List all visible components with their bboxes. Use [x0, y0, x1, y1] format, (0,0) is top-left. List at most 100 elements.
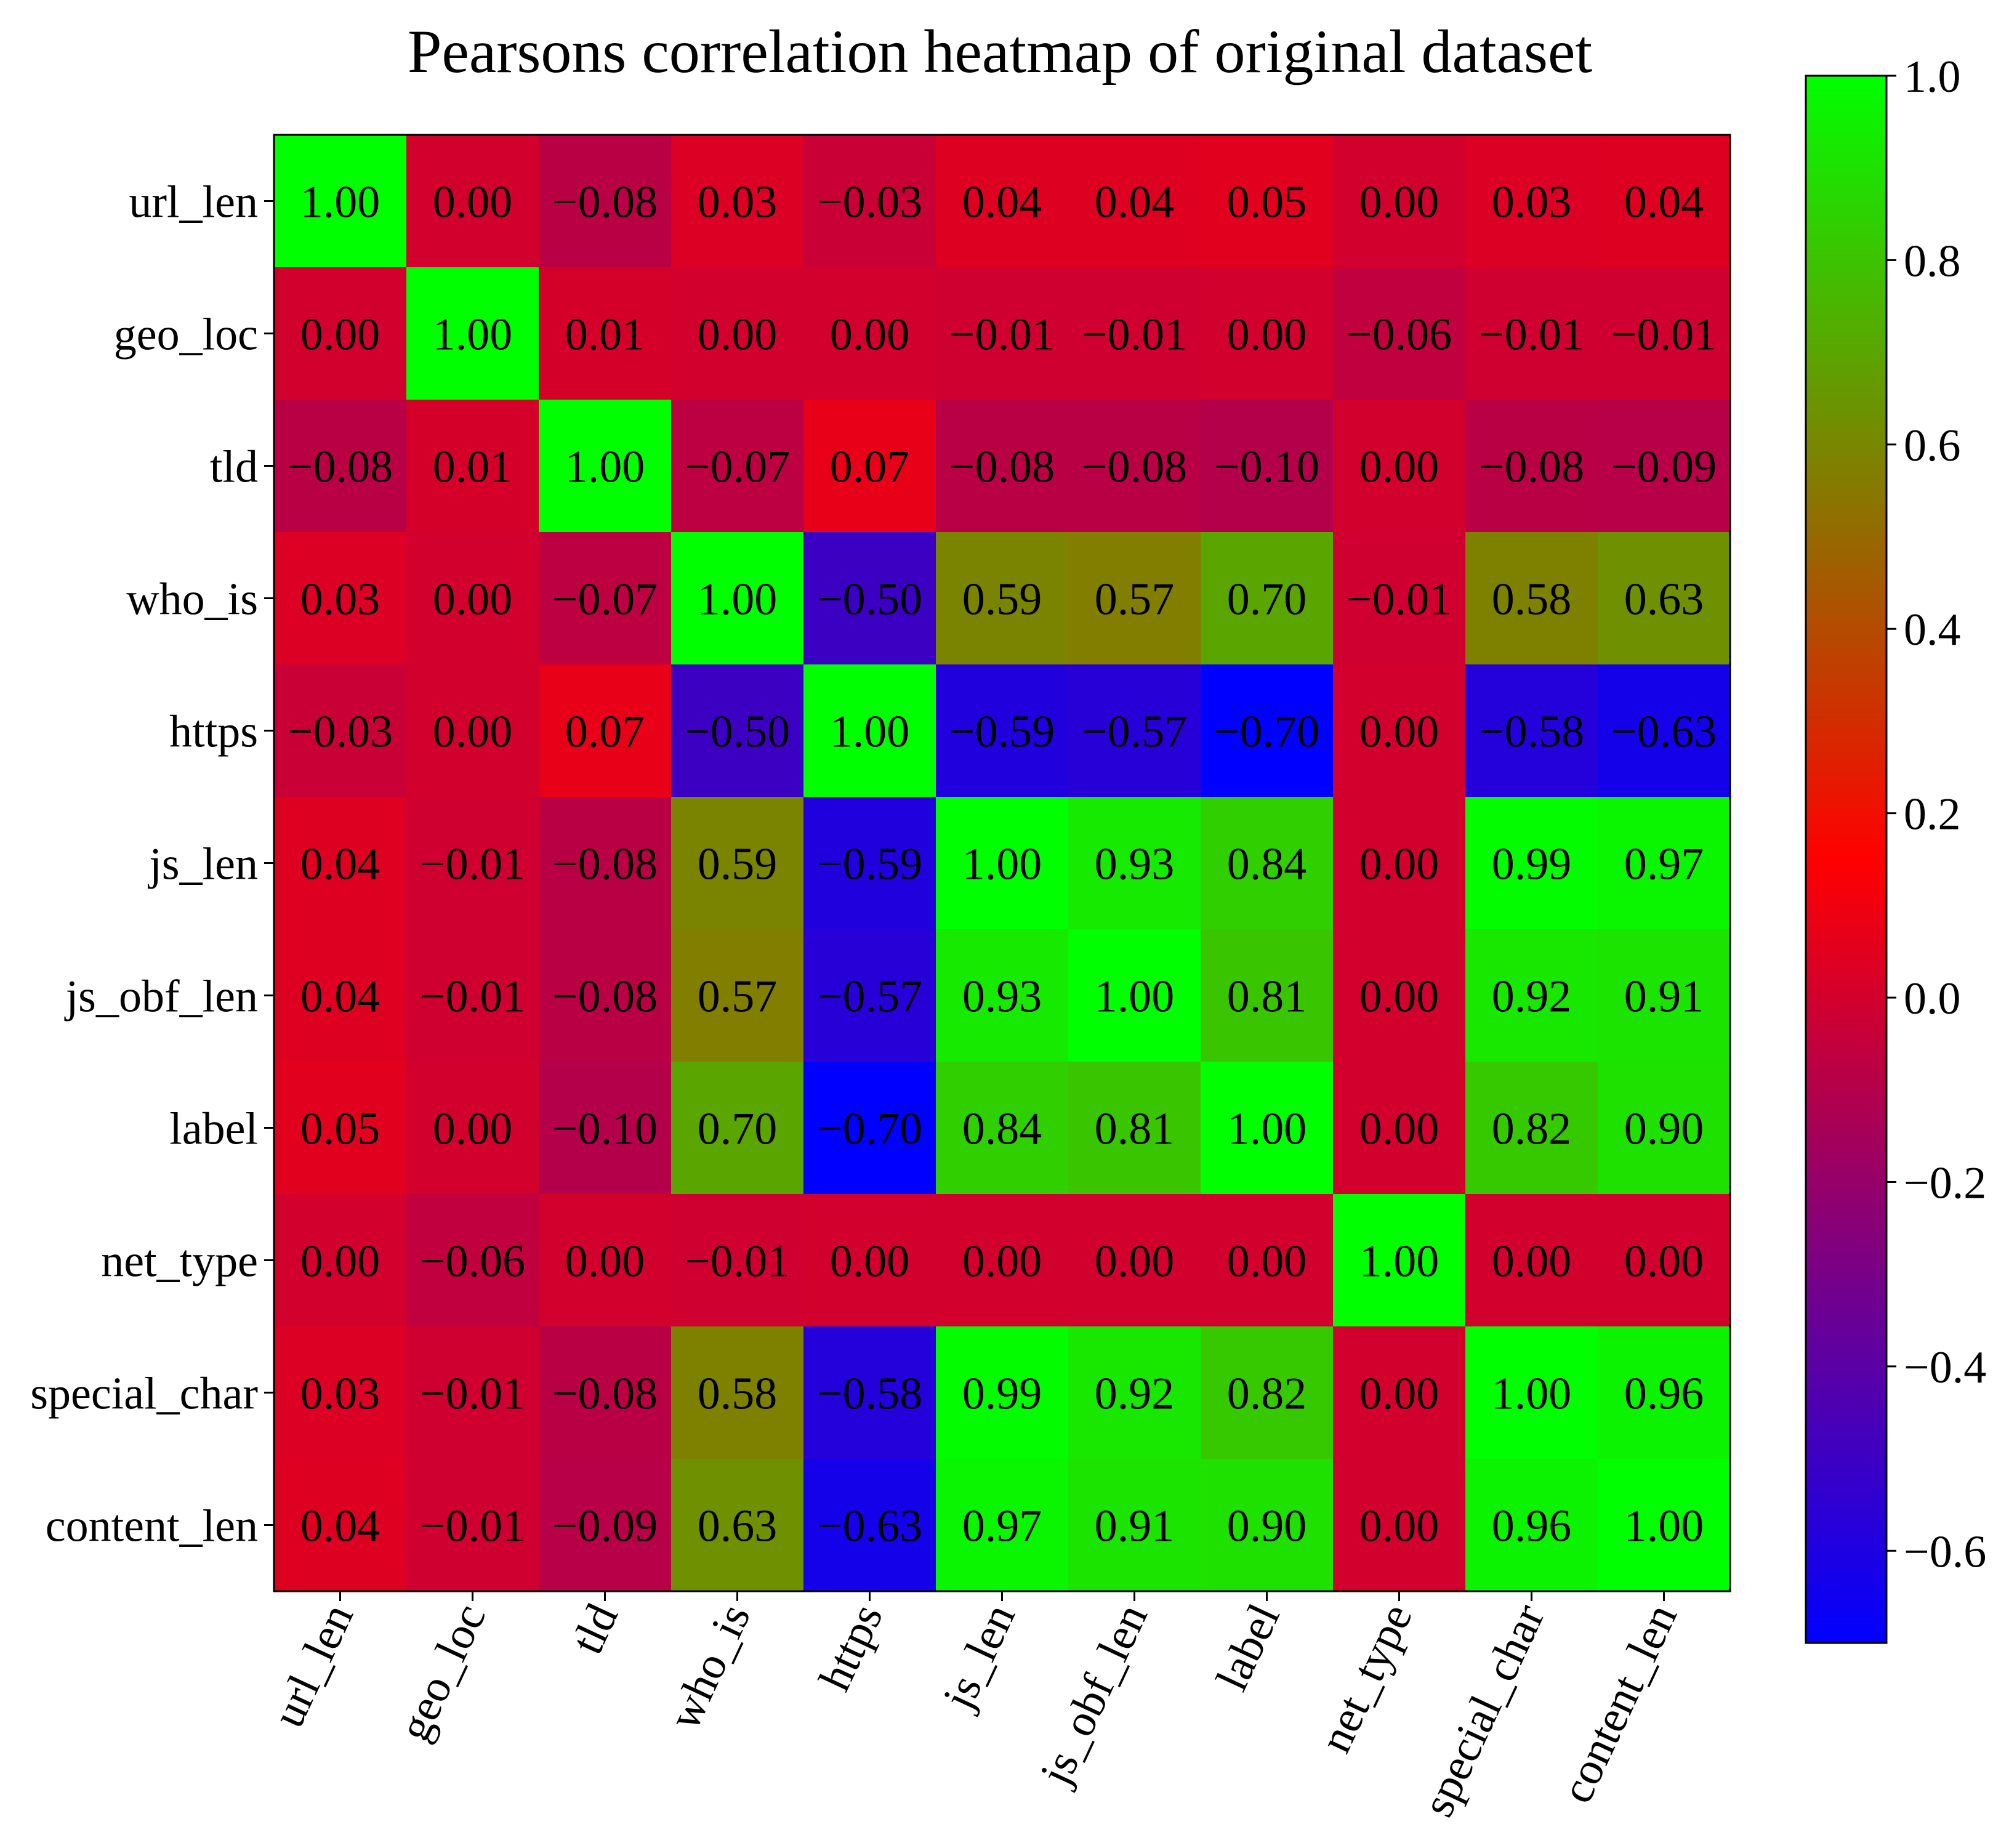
heatmap-cell [539, 400, 672, 533]
cell-value-label: 1.00 [1492, 1369, 1572, 1419]
cell-value-label: 0.84 [1227, 839, 1307, 890]
heatmap-cell [936, 1459, 1069, 1592]
y-tick-label: who_is [126, 575, 258, 625]
cell-value-label: 0.03 [300, 1369, 380, 1419]
x-tick-label: tld [562, 1597, 628, 1661]
cell-value-label: 1.00 [565, 442, 645, 493]
cell-value-label: −0.01 [420, 839, 525, 890]
heatmap-cell [936, 267, 1069, 400]
cell-value-label: −0.08 [552, 839, 658, 890]
colorbar-tick-label: 0.2 [1904, 789, 1961, 840]
cell-value-label: 0.82 [1492, 1104, 1572, 1155]
cell-value-label: −0.58 [817, 1369, 922, 1419]
cell-value-label: 1.00 [1624, 1501, 1704, 1552]
heatmap-cell [1201, 400, 1334, 533]
cell-value-label: −0.01 [1082, 310, 1187, 360]
cell-value-label: −0.01 [949, 310, 1055, 360]
heatmap-cell [406, 267, 539, 400]
heatmap-cell [1068, 664, 1201, 797]
heatmap-cell [274, 400, 407, 533]
heatmap-cell [1333, 1062, 1466, 1195]
cell-value-label: 0.70 [1227, 575, 1307, 625]
cell-value-label: 0.04 [1624, 177, 1704, 228]
cell-value-label: −0.50 [817, 575, 922, 625]
heatmap-cell [274, 1194, 407, 1327]
heatmap-cell [539, 532, 672, 665]
heatmap-cell [406, 532, 539, 665]
cell-value-label: 0.96 [1624, 1369, 1704, 1419]
heatmap-cell [936, 1062, 1069, 1195]
heatmap-cell [274, 1062, 407, 1195]
cell-value-label: 0.04 [962, 177, 1042, 228]
cell-value-label: −0.03 [288, 707, 393, 757]
cell-value-label: 0.00 [1359, 442, 1439, 493]
heatmap-cell [1201, 1326, 1334, 1459]
heatmap-cell [671, 267, 804, 400]
heatmap-cell [1465, 664, 1598, 797]
heatmap-cell [406, 1326, 539, 1459]
colorbar-tick-label: −0.4 [1904, 1342, 1986, 1393]
cell-value-label: 0.70 [698, 1104, 778, 1155]
y-tick-label: content_len [46, 1501, 258, 1552]
heatmap-cell [1465, 1062, 1598, 1195]
cell-value-label: −0.01 [1347, 575, 1452, 625]
heatmap-cell [274, 267, 407, 400]
heatmap-cell [671, 1326, 804, 1459]
heatmap-cell [274, 532, 407, 665]
heatmap-cell [1333, 532, 1466, 665]
heatmap-cell [539, 1459, 672, 1592]
heatmap-cell [406, 1459, 539, 1592]
heatmap-cell [1598, 1326, 1731, 1459]
cell-value-label: 0.00 [433, 707, 513, 757]
cell-value-label: 1.00 [1227, 1104, 1307, 1155]
cell-value-label: 0.00 [1227, 310, 1307, 360]
cell-value-label: −0.10 [1214, 442, 1319, 493]
heatmap-cell [936, 664, 1069, 797]
heatmap-cell [1598, 1194, 1731, 1327]
cell-value-label: 0.00 [1624, 1237, 1704, 1287]
cell-value-label: 0.97 [962, 1501, 1042, 1552]
heatmap-cell [1201, 1062, 1334, 1195]
cell-value-label: 0.91 [1624, 972, 1704, 1022]
cell-value-label: 0.00 [1359, 1369, 1439, 1419]
cell-value-label: 0.90 [1624, 1104, 1704, 1155]
cell-value-label: −0.09 [1611, 442, 1717, 493]
heatmap-cell [274, 1326, 407, 1459]
x-tick-label: content_len [1552, 1597, 1687, 1811]
colorbar-tick-label: 0.4 [1904, 605, 1961, 655]
heatmap-cell [1201, 1459, 1334, 1592]
heatmap-cell [274, 664, 407, 797]
cell-value-label: 0.00 [962, 1237, 1042, 1287]
heatmap-cell [1465, 1194, 1598, 1327]
heatmap-cell [1598, 664, 1731, 797]
heatmap-cell [1333, 664, 1466, 797]
cell-value-label: −0.57 [1082, 707, 1187, 757]
cell-value-label: 0.91 [1095, 1501, 1175, 1552]
cell-value-label: 0.05 [1227, 177, 1307, 228]
cell-value-label: 0.90 [1227, 1501, 1307, 1552]
cell-value-label: 0.03 [1492, 177, 1572, 228]
heatmap-cell [1201, 267, 1334, 400]
heatmap-cells: 1.00 0.00 −0.08 0.03 −0.03 0.04 0.04 0.05 0.00 0.… [274, 135, 1731, 1592]
cell-value-label: 0.04 [300, 1501, 380, 1552]
y-tick-label: js_obf_len [64, 972, 258, 1022]
heatmap-cell [406, 664, 539, 797]
cell-value-label: −0.70 [1214, 707, 1319, 757]
heatmap-cell [1201, 797, 1334, 930]
heatmap-cell [1068, 135, 1201, 268]
heatmap-cell [1068, 532, 1201, 665]
cell-value-label: 1.00 [698, 575, 778, 625]
heatmap-cell [539, 135, 672, 268]
cell-value-label: −0.01 [685, 1237, 790, 1287]
heatmap-cell [803, 135, 936, 268]
heatmap-cell [1465, 929, 1598, 1062]
heatmap-cell [803, 664, 936, 797]
cell-value-label: 0.07 [830, 442, 910, 493]
cell-value-label: 0.92 [1095, 1369, 1175, 1419]
cell-value-label: 1.00 [962, 839, 1042, 890]
cell-value-label: 1.00 [300, 177, 380, 228]
x-tick-label: net_type [1310, 1597, 1422, 1761]
y-tick-label: net_type [101, 1237, 258, 1287]
